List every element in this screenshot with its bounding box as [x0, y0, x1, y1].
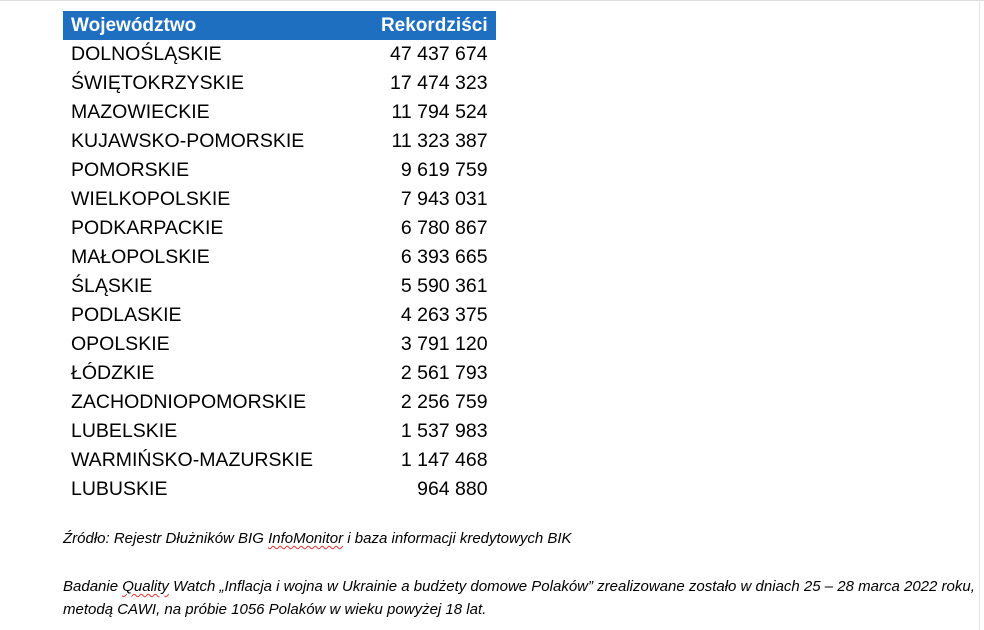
source-note-infomonitor: InfoMonitor [268, 530, 344, 547]
region-name: ŚWIĘTOKRZYSKIE [71, 72, 245, 94]
table-row: LUBELSKIE 1 537 983 [63, 417, 496, 446]
table-row: MAŁOPOLSKIE 6 393 665 [63, 243, 496, 272]
record-value: 6 393 665 [400, 246, 488, 268]
region-name: ŚLĄSKIE [71, 275, 153, 297]
table-row: LUBUSKIE 964 880 [63, 475, 496, 504]
header-value: Rekordziści [320, 11, 496, 40]
source-note-text: Źródło: Rejestr Dłużników BIG [63, 530, 269, 547]
record-value: 11 323 387 [391, 130, 488, 152]
region-name: LUBELSKIE [71, 420, 178, 442]
table-row: ZACHODNIOPOMORSKIE 2 256 759 [63, 388, 496, 417]
table-row: ŚWIĘTOKRZYSKIE 17 474 323 [63, 69, 496, 98]
record-value: 3 791 120 [400, 333, 488, 355]
table-row: POMORSKIE 9 619 759 [63, 156, 496, 185]
table-body: DOLNOŚLĄSKIE 47 437 674 ŚWIĘTOKRZYSKIE 17 4… [63, 40, 496, 504]
record-value: 2 561 793 [400, 362, 488, 384]
region-name: PODKARPACKIE [71, 217, 224, 239]
table-row: OPOLSKIE 3 791 120 [63, 330, 496, 359]
record-value: 11 794 524 [391, 101, 488, 123]
record-value: 2 256 759 [400, 391, 488, 413]
record-value: 17 474 323 [390, 72, 488, 94]
table-row: DOLNOŚLĄSKIE 47 437 674 [63, 40, 496, 69]
record-value: 1 537 983 [400, 420, 488, 442]
table-header-row: Województwo Rekordziści [63, 11, 496, 40]
region-name: DOLNOŚLĄSKIE [71, 43, 222, 65]
table-row: WARMIŃSKO-MAZURSKIE 1 147 468 [63, 446, 496, 475]
region-name: POMORSKIE [71, 159, 190, 181]
table-row: ŁÓDZKIE 2 561 793 [63, 359, 496, 388]
right-border-line [979, 0, 980, 630]
study-note: Badanie Quality Watch „Inflacja i wojna … [63, 575, 975, 621]
region-name: ŁÓDZKIE [71, 362, 155, 384]
record-value: 6 780 867 [400, 217, 488, 239]
voivodeship-table: Województwo Rekordziści DOLNOŚLĄSKIE 47 4… [63, 11, 496, 504]
source-note-text-end: i baza informacji kredytowych BIK [343, 530, 572, 547]
record-value: 47 437 674 [390, 43, 488, 65]
table-row: KUJAWSKO-POMORSKIE 11 323 387 [63, 127, 496, 156]
record-value: 4 263 375 [400, 304, 488, 326]
region-name: LUBUSKIE [71, 478, 168, 500]
table-row: ŚLĄSKIE 5 590 361 [63, 272, 496, 301]
source-note: Źródło: Rejestr Dłużników BIG InfoMonito… [63, 527, 963, 550]
region-name: PODLASKIE [71, 304, 182, 326]
region-name: OPOLSKIE [71, 333, 170, 355]
region-name: MAZOWIECKIE [71, 101, 210, 123]
record-value: 5 590 361 [400, 275, 488, 297]
region-name: WARMIŃSKO-MAZURSKIE [71, 449, 313, 471]
region-name: MAŁOPOLSKIE [71, 246, 210, 268]
record-value: 964 880 [417, 478, 488, 500]
table-row: WIELKOPOLSKIE 7 943 031 [63, 185, 496, 214]
record-value: 1 147 468 [400, 449, 488, 471]
top-border-line [0, 0, 984, 1]
header-region: Województwo [63, 11, 321, 40]
study-note-text-end: Watch „Inflacja i wojna w Ukrainie a bud… [63, 578, 975, 618]
region-name: KUJAWSKO-POMORSKIE [71, 130, 305, 152]
table-row: PODLASKIE 4 263 375 [63, 301, 496, 330]
region-name: ZACHODNIOPOMORSKIE [71, 391, 307, 413]
table-row: MAZOWIECKIE 11 794 524 [63, 98, 496, 127]
table-row: PODKARPACKIE 6 780 867 [63, 214, 496, 243]
region-name: WIELKOPOLSKIE [71, 188, 231, 210]
study-note-text: Badanie [63, 578, 123, 595]
record-value: 7 943 031 [400, 188, 488, 210]
record-value: 9 619 759 [400, 159, 488, 181]
study-note-quality: Quality [122, 578, 169, 595]
